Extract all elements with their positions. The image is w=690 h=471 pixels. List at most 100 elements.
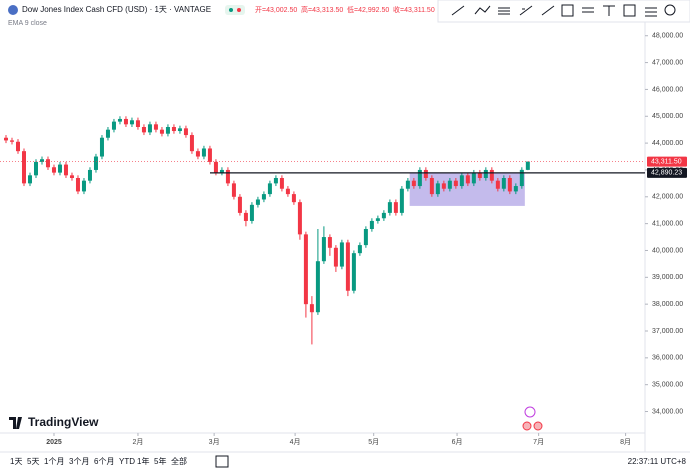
- candle-body: [39, 159, 44, 162]
- candle-body: [105, 129, 110, 138]
- camera-tool[interactable]: [623, 4, 636, 17]
- status-dot: [237, 8, 241, 12]
- candle-body: [99, 137, 104, 157]
- candle-body: [111, 121, 116, 130]
- candle-body: [21, 151, 26, 184]
- rectangle-tool[interactable]: [561, 4, 574, 17]
- logo-text: TradingView: [28, 415, 99, 429]
- candle-body: [171, 127, 176, 132]
- candle-body: [27, 175, 32, 184]
- ohlc-value: 收=43,311.50: [393, 5, 435, 14]
- candle-body: [279, 178, 284, 189]
- settings-tool[interactable]: [664, 4, 676, 16]
- clock: 22:37:11 UTC+8: [628, 457, 687, 466]
- candle-body: [441, 183, 446, 189]
- line-tool[interactable]: [541, 5, 555, 16]
- ohlc-value: 开=43,002.50: [255, 6, 297, 14]
- x-tick-label: 8月: [620, 438, 631, 446]
- candle-body: [57, 164, 62, 173]
- candle-body: [201, 148, 206, 157]
- y-tick-label: 44,000.00: [652, 140, 683, 147]
- range-button[interactable]: 5年: [154, 456, 166, 466]
- candle-body: [249, 204, 254, 221]
- y-tick-label: 35,000.00: [652, 382, 683, 389]
- candle-body: [483, 169, 488, 178]
- range-button[interactable]: 5天: [27, 457, 39, 466]
- candle-body: [237, 196, 242, 213]
- candle-body: [51, 167, 56, 173]
- date-range-button[interactable]: [215, 455, 229, 468]
- price-tag-label: 43,311.50: [651, 158, 682, 165]
- candle-body: [489, 169, 494, 181]
- candle-body: [507, 178, 512, 192]
- y-tick-label: 39,000.00: [652, 274, 683, 281]
- candle-body: [495, 180, 500, 189]
- range-button[interactable]: 全部: [171, 456, 187, 466]
- candle-body: [81, 180, 86, 192]
- range-button[interactable]: 1年: [137, 456, 149, 466]
- candle-body: [135, 120, 140, 127]
- y-tick-label: 38,000.00: [652, 301, 683, 308]
- candle-body: [15, 141, 20, 152]
- x-tick-label: 2025: [46, 439, 62, 446]
- symbol-title: Dow Jones Index Cash CFD (USD) · 1天 · VA…: [22, 5, 211, 14]
- candle-body: [141, 127, 146, 133]
- candle-body: [363, 229, 368, 246]
- horizontal-line-tool[interactable]: [582, 7, 594, 13]
- candle-body: [207, 148, 212, 162]
- menu-tool[interactable]: [645, 7, 657, 17]
- status-badge: [225, 5, 245, 15]
- candle-body: [309, 304, 314, 313]
- candle-body: [189, 135, 194, 152]
- x-tick-label: 6月: [452, 438, 463, 446]
- x-tick-label: 2月: [133, 438, 144, 446]
- status-dot: [229, 8, 233, 12]
- y-tick-label: 47,000.00: [652, 59, 683, 66]
- candle-body: [375, 218, 380, 221]
- range-button[interactable]: 6个月: [94, 457, 114, 466]
- indicator-label: EMA 9 close: [8, 20, 47, 27]
- range-button[interactable]: 3个月: [69, 457, 89, 466]
- candle-body: [261, 194, 266, 200]
- candle-body: [63, 164, 68, 176]
- candle-body: [243, 212, 248, 221]
- candle-body: [477, 172, 482, 178]
- candle-body: [525, 161, 530, 170]
- candle-body: [405, 180, 410, 189]
- candle-body: [219, 169, 224, 173]
- range-button[interactable]: 1天: [10, 457, 22, 466]
- candle-body: [465, 175, 470, 184]
- trend-line-tool[interactable]: [451, 5, 465, 16]
- candle-body: [165, 127, 170, 134]
- candle-body: [513, 186, 518, 192]
- text-tool[interactable]: [603, 5, 615, 16]
- candle-body: [255, 199, 260, 205]
- candle-body: [459, 175, 464, 187]
- path-tool[interactable]: [474, 5, 491, 15]
- candle-body: [411, 180, 416, 187]
- candle-body: [75, 178, 80, 192]
- x-tick-label: 5月: [368, 438, 379, 446]
- candle-body: [153, 124, 158, 130]
- y-tick-label: 40,000.00: [652, 247, 683, 254]
- y-tick-label: 48,000.00: [652, 33, 683, 40]
- candle-body: [303, 234, 308, 305]
- ray-tool[interactable]: [519, 5, 533, 16]
- event-icon[interactable]: [524, 406, 536, 418]
- candle-body: [69, 175, 74, 178]
- candle-body: [9, 140, 14, 142]
- candle-body: [147, 124, 152, 133]
- y-tick-label: 36,000.00: [652, 355, 683, 362]
- candle-body: [501, 178, 506, 189]
- event-icon[interactable]: [533, 421, 543, 431]
- fib-tool[interactable]: [498, 7, 510, 15]
- y-tick-label: 42,000.00: [652, 194, 683, 201]
- event-icon[interactable]: [522, 421, 532, 431]
- range-button[interactable]: 1个月: [44, 457, 64, 466]
- range-button[interactable]: YTD: [119, 457, 135, 466]
- candle-body: [357, 245, 362, 254]
- y-tick-label: 45,000.00: [652, 113, 683, 120]
- symbol-icon: [8, 5, 18, 15]
- candle-body: [315, 261, 320, 313]
